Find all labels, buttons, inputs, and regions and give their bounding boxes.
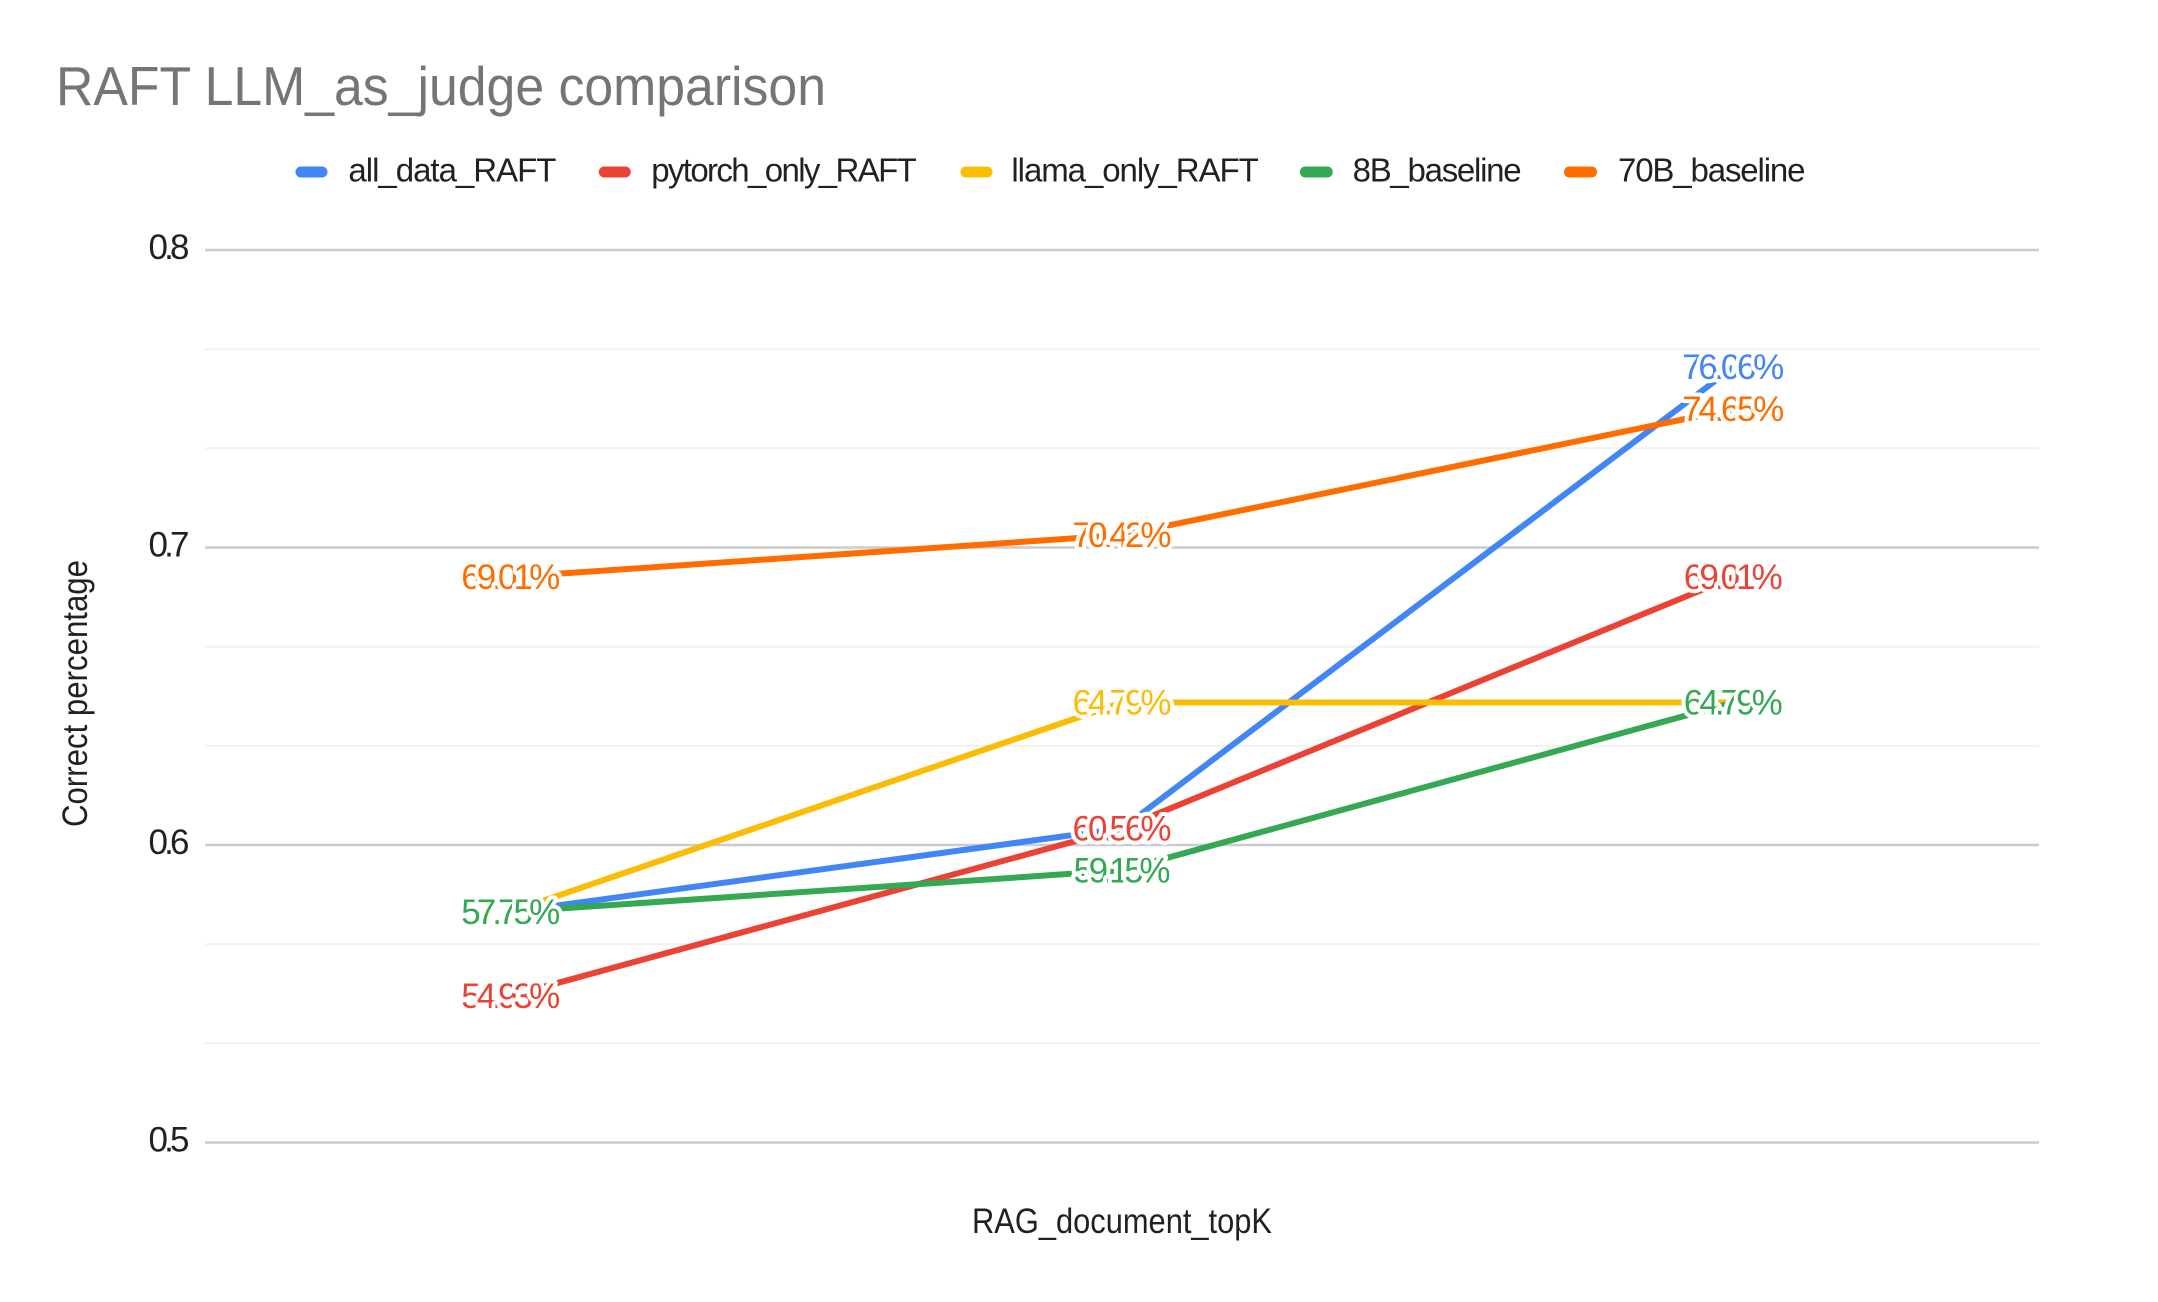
svg-text:74.65%: 74.65% (1682, 390, 1784, 429)
svg-text:60.56%: 60.56% (1073, 809, 1172, 848)
svg-text:pytorch_only_RAFT: pytorch_only_RAFT (651, 152, 917, 189)
svg-text:0.8: 0.8 (149, 228, 190, 267)
svg-text:70B_baseline: 70B_baseline (1618, 152, 1806, 189)
svg-text:76.06%: 76.06% (1682, 348, 1784, 387)
svg-text:69.01%: 69.01% (461, 558, 560, 597)
svg-text:0.5: 0.5 (149, 1121, 190, 1160)
svg-text:Correct percentage: Correct percentage (56, 560, 95, 827)
svg-text:all_data_RAFT: all_data_RAFT (348, 152, 556, 189)
svg-text:64.79%: 64.79% (1073, 684, 1172, 723)
svg-text:RAFT LLM_as_judge comparison: RAFT LLM_as_judge comparison (56, 55, 826, 117)
svg-text:70.42%: 70.42% (1073, 516, 1172, 555)
svg-text:57.75%: 57.75% (461, 893, 560, 932)
svg-text:RAG_document_topK: RAG_document_topK (972, 1202, 1272, 1241)
svg-text:0.7: 0.7 (149, 526, 190, 565)
svg-text:54.93%: 54.93% (461, 977, 560, 1016)
svg-text:llama_only_RAFT: llama_only_RAFT (1011, 152, 1258, 189)
svg-text:59.15%: 59.15% (1074, 851, 1171, 890)
svg-text:0.6: 0.6 (149, 823, 190, 862)
svg-text:8B_baseline: 8B_baseline (1353, 152, 1522, 189)
svg-text:64.79%: 64.79% (1684, 684, 1783, 723)
svg-text:69.01%: 69.01% (1684, 558, 1783, 597)
